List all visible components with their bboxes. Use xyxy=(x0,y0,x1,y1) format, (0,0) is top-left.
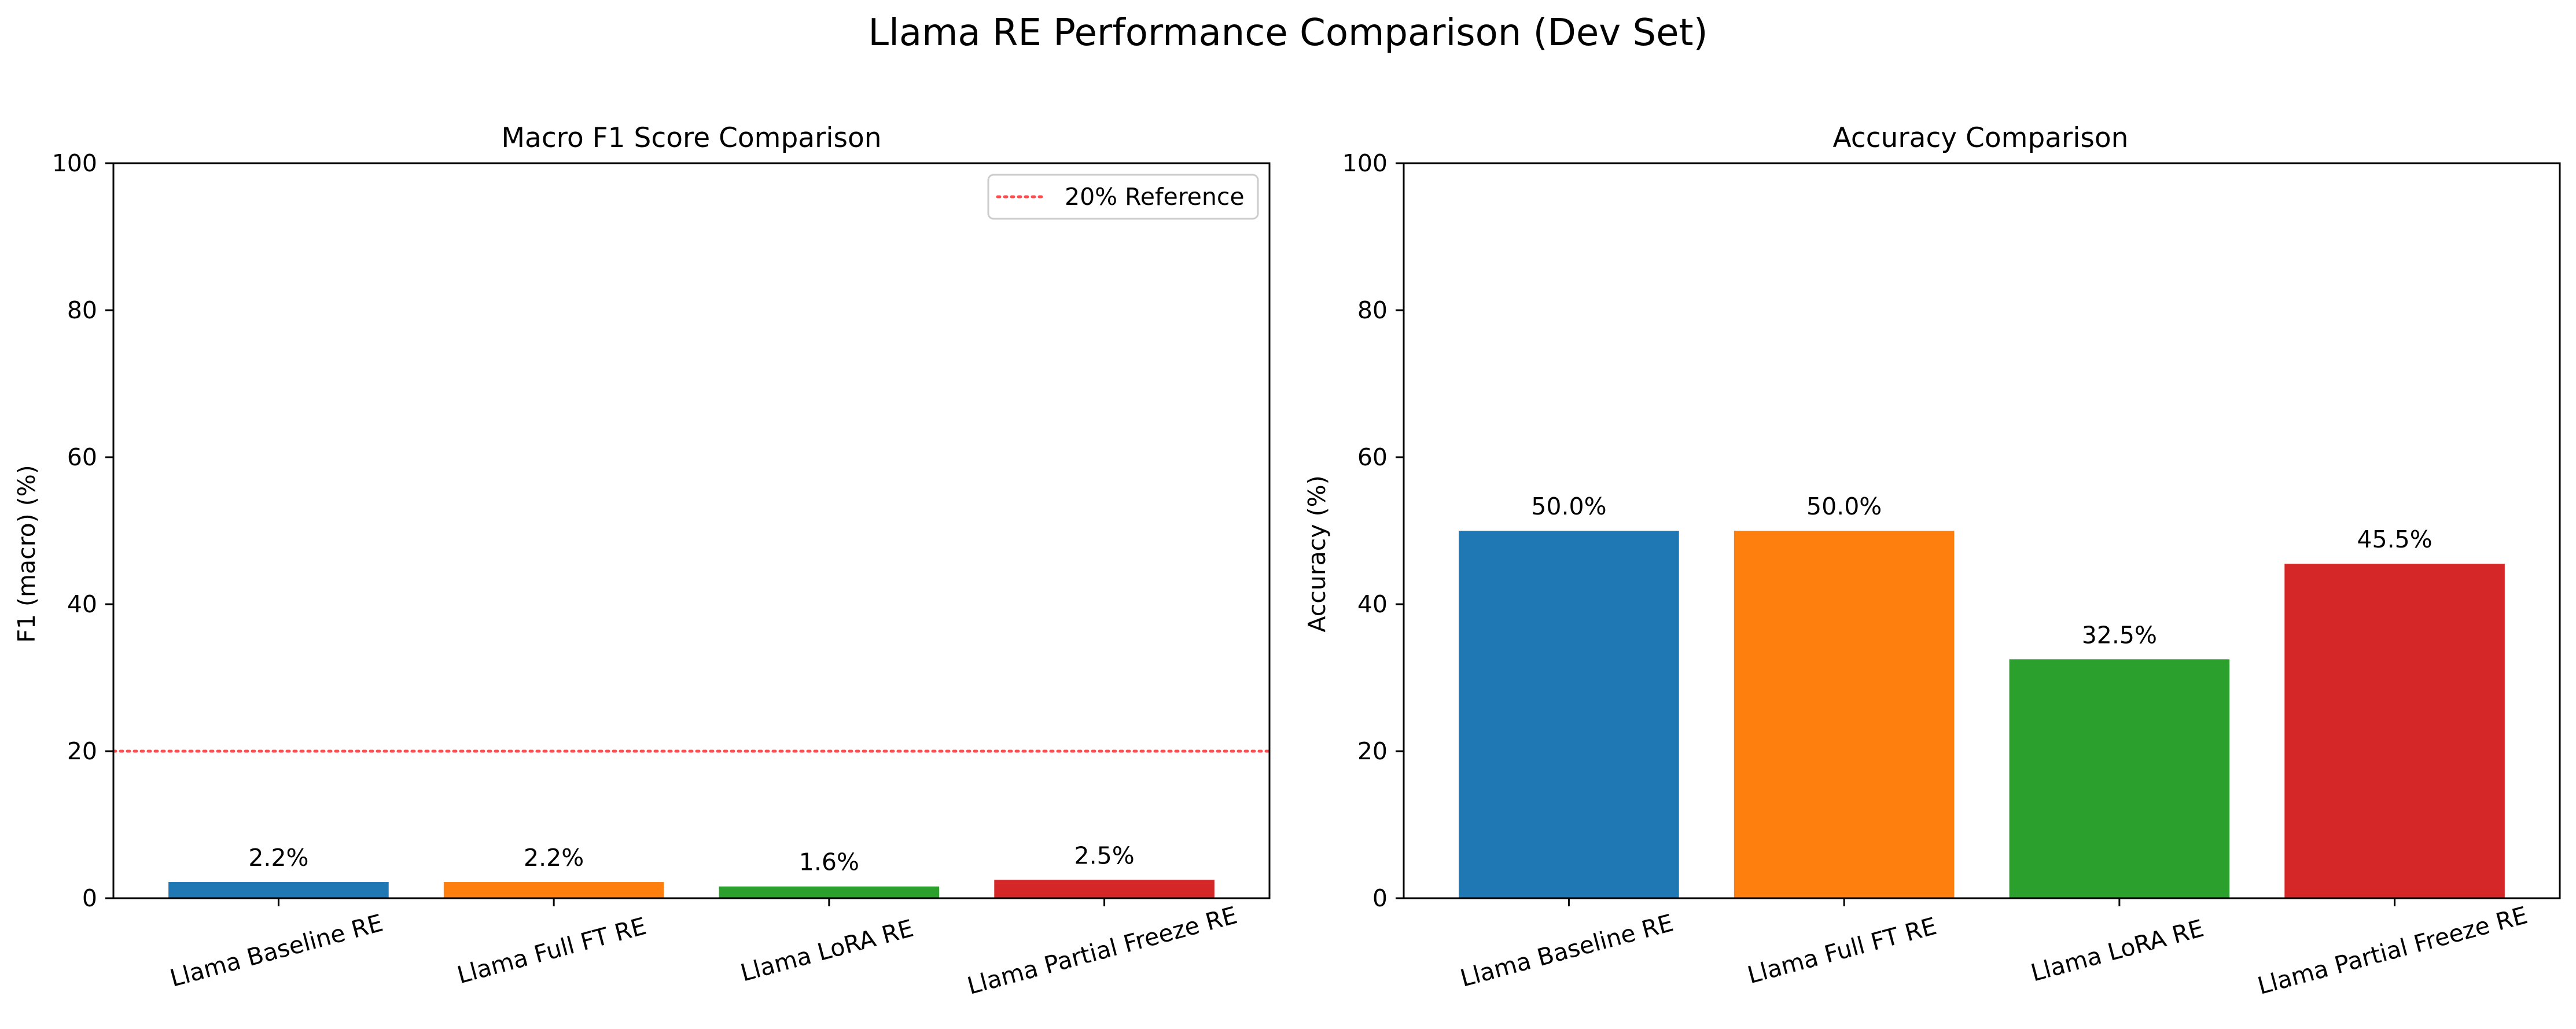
y-tick-label: 80 xyxy=(1357,296,1388,324)
legend-reference-label: 20% Reference xyxy=(1065,183,1245,211)
figure-title: Llama RE Performance Comparison (Dev Set… xyxy=(868,12,1707,54)
bar xyxy=(2009,659,2230,898)
f1-legend: 20% Reference xyxy=(987,174,1259,220)
accuracy-y-axis-label: Accuracy (%) xyxy=(1303,475,1331,632)
y-tick-label: 40 xyxy=(67,590,97,618)
bar xyxy=(719,886,940,898)
data-label: 2.2% xyxy=(248,844,308,872)
y-tick-label: 60 xyxy=(67,443,97,471)
bar xyxy=(168,882,389,898)
data-label: 2.2% xyxy=(524,844,584,872)
y-tick-label: 60 xyxy=(1357,443,1388,471)
y-tick-label: 40 xyxy=(1357,590,1388,618)
bar xyxy=(2284,564,2505,898)
bar xyxy=(994,880,1215,898)
data-label: 50.0% xyxy=(1531,493,1606,520)
y-tick-label: 80 xyxy=(67,296,97,324)
bar xyxy=(443,882,664,898)
data-label: 2.5% xyxy=(1074,841,1134,869)
y-tick-label: 100 xyxy=(52,149,97,177)
legend-frame xyxy=(987,174,1259,220)
data-label: 1.6% xyxy=(799,848,859,876)
f1-chart-title: Macro F1 Score Comparison xyxy=(501,122,881,154)
accuracy-chart-title: Accuracy Comparison xyxy=(1833,122,2129,154)
bar xyxy=(1734,531,1955,898)
data-label: 50.0% xyxy=(1806,493,1882,520)
y-tick-label: 0 xyxy=(82,884,97,912)
y-tick-label: 0 xyxy=(1372,884,1388,912)
y-tick-label: 20 xyxy=(67,737,97,765)
y-tick-label: 100 xyxy=(1342,149,1388,177)
f1-y-axis-label: F1 (macro) (%) xyxy=(13,465,41,642)
axes-frame xyxy=(112,162,1271,899)
bar xyxy=(1459,531,1679,898)
axes-frame xyxy=(1403,162,2561,899)
data-label: 45.5% xyxy=(2357,525,2432,553)
data-label: 32.5% xyxy=(2082,621,2157,649)
y-tick-label: 20 xyxy=(1357,737,1388,765)
